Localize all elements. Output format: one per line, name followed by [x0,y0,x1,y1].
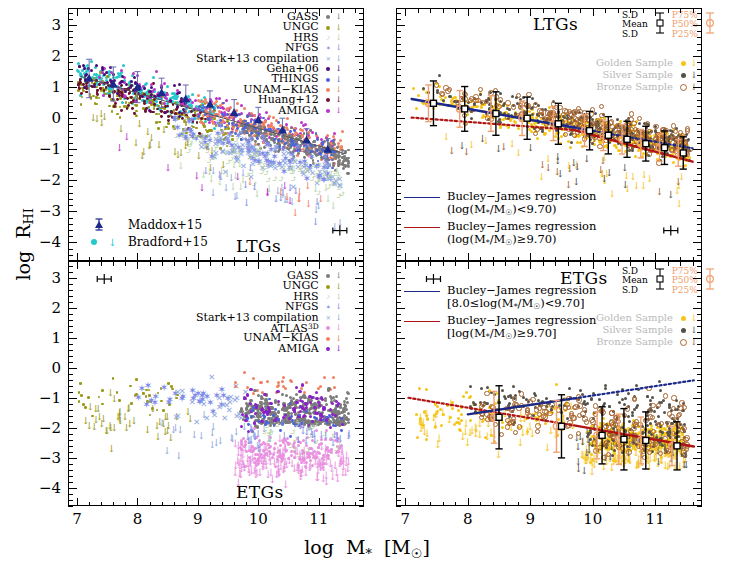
typical-error-cross-br [0,0,734,569]
